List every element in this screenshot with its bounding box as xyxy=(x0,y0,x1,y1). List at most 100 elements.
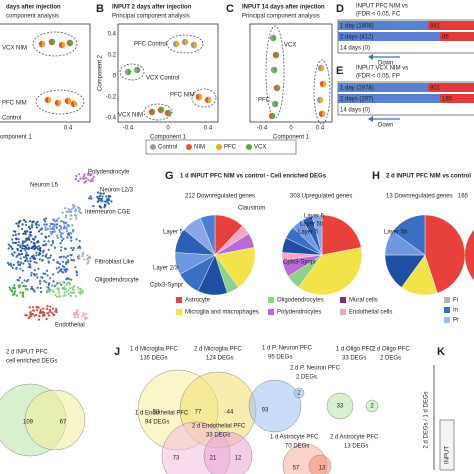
tsne-cell xyxy=(17,260,20,263)
venn-title: 2 DEGs xyxy=(296,375,317,381)
tsne-cell xyxy=(55,226,58,229)
tsne-cell xyxy=(76,316,79,319)
tsne-cell xyxy=(70,258,73,261)
y-tick-label: 0.4 xyxy=(108,32,117,38)
tsne-cell xyxy=(6,261,10,264)
tsne-cell xyxy=(64,216,68,219)
tsne-cell xyxy=(33,248,36,251)
panel-title: 1 d INPUT PFC NIM vs control - Cell enri… xyxy=(180,174,327,180)
tsne-cell xyxy=(45,281,48,284)
slice-label: Layer 6 xyxy=(304,214,325,220)
tsne-cell xyxy=(48,308,52,311)
tsne-cell xyxy=(72,285,76,288)
tsne-cell xyxy=(65,283,68,287)
tsne-cell xyxy=(44,235,47,238)
tsne-cell xyxy=(47,314,51,317)
tsne-cell xyxy=(18,276,21,279)
venn-set xyxy=(308,454,332,474)
tsne-cell xyxy=(29,260,32,263)
panel-subtitle: (FDR < 0.05, FC xyxy=(356,12,401,18)
tsne-cell xyxy=(17,263,20,266)
tsne-cell xyxy=(57,287,60,290)
tsne-cell xyxy=(19,264,22,267)
down-bar xyxy=(338,94,440,103)
slice-label: Layer 5b xyxy=(384,230,408,236)
tsne-cell xyxy=(57,217,60,220)
tsne-cell xyxy=(39,228,42,231)
tsne-cell xyxy=(78,291,81,294)
tsne-cell xyxy=(47,240,50,243)
tsne-cell xyxy=(17,240,20,244)
tsne-cell xyxy=(17,243,20,247)
tsne-cell xyxy=(51,241,55,245)
x-tick-label: 0.4 xyxy=(64,126,73,132)
tsne-cell xyxy=(64,214,68,217)
tsne-cell xyxy=(78,239,81,243)
tsne-cell xyxy=(26,260,29,263)
cluster-label: Endothelial xyxy=(55,323,85,329)
legend-swatch xyxy=(340,309,346,315)
tsne-cell xyxy=(42,249,45,252)
tsne-cell xyxy=(42,244,45,247)
tsne-cell xyxy=(60,226,63,229)
tsne-cell xyxy=(64,294,67,297)
tsne-cell xyxy=(65,290,68,293)
tsne-cell xyxy=(75,217,78,220)
tsne-cell xyxy=(53,228,56,231)
tsne-cell xyxy=(59,295,62,298)
row-label: 2 days (207) xyxy=(340,97,373,103)
tsne-cell xyxy=(21,269,24,272)
legend-swatch xyxy=(246,144,252,150)
tsne-cell xyxy=(78,257,81,260)
tsne-cell xyxy=(29,311,32,314)
venn-title: 1 d Microglia PFC xyxy=(130,347,178,353)
pca-point-half xyxy=(58,99,62,107)
venn-title: 1 d Oligo PFC xyxy=(336,347,374,353)
pca-point-half xyxy=(322,110,326,118)
tsne-cell xyxy=(105,195,108,198)
tsne-cell xyxy=(37,240,40,244)
group-outline xyxy=(265,25,285,119)
tsne-cell xyxy=(19,245,22,248)
tsne-cell xyxy=(37,253,40,256)
tsne-cell xyxy=(57,289,60,292)
tsne-cell xyxy=(29,314,33,318)
panel-letter: C xyxy=(226,3,234,15)
y-axis-label: 2 d DEGs / 1 d DEGs xyxy=(424,391,430,448)
venn-number: 2 xyxy=(297,391,301,397)
tsne-cell xyxy=(86,254,89,257)
tsne-cell xyxy=(33,261,36,264)
venn-number: 67 xyxy=(60,420,67,426)
group-outline xyxy=(143,103,173,121)
tsne-cell xyxy=(53,246,57,249)
tsne-cell xyxy=(53,230,56,233)
pie-slice xyxy=(311,214,323,256)
down-bar xyxy=(338,83,428,92)
row-label: 14 days (0) xyxy=(340,46,370,52)
venn-set xyxy=(365,399,379,413)
pca-point-half xyxy=(277,84,281,92)
slice-label: Layer 5 xyxy=(298,230,319,236)
slice-label: Layer 2/3 xyxy=(153,266,179,272)
tsne-cell xyxy=(27,266,30,269)
tsne-cell xyxy=(53,284,56,288)
tsne-cell xyxy=(81,291,84,294)
tsne-cell xyxy=(96,195,99,198)
tsne-cell xyxy=(90,197,93,200)
pca-point-half xyxy=(68,97,72,105)
tsne-cell xyxy=(20,252,24,255)
arrow-label: Down xyxy=(378,61,393,67)
pie-title: 13 Downregulated genes xyxy=(386,194,453,200)
tsne-cell xyxy=(35,273,38,276)
up-count: 901 xyxy=(430,86,441,92)
tsne-cell xyxy=(30,240,33,243)
tsne-cell xyxy=(42,311,46,314)
tsne-cell xyxy=(55,218,59,222)
legend-label: Fi xyxy=(453,298,458,304)
tsne-cell xyxy=(30,287,33,290)
pca-point-half xyxy=(70,39,74,47)
tsne-cell xyxy=(70,236,73,239)
tsne-cell xyxy=(62,227,66,230)
pca-point-half xyxy=(161,106,165,114)
tsne-cell xyxy=(68,209,71,212)
